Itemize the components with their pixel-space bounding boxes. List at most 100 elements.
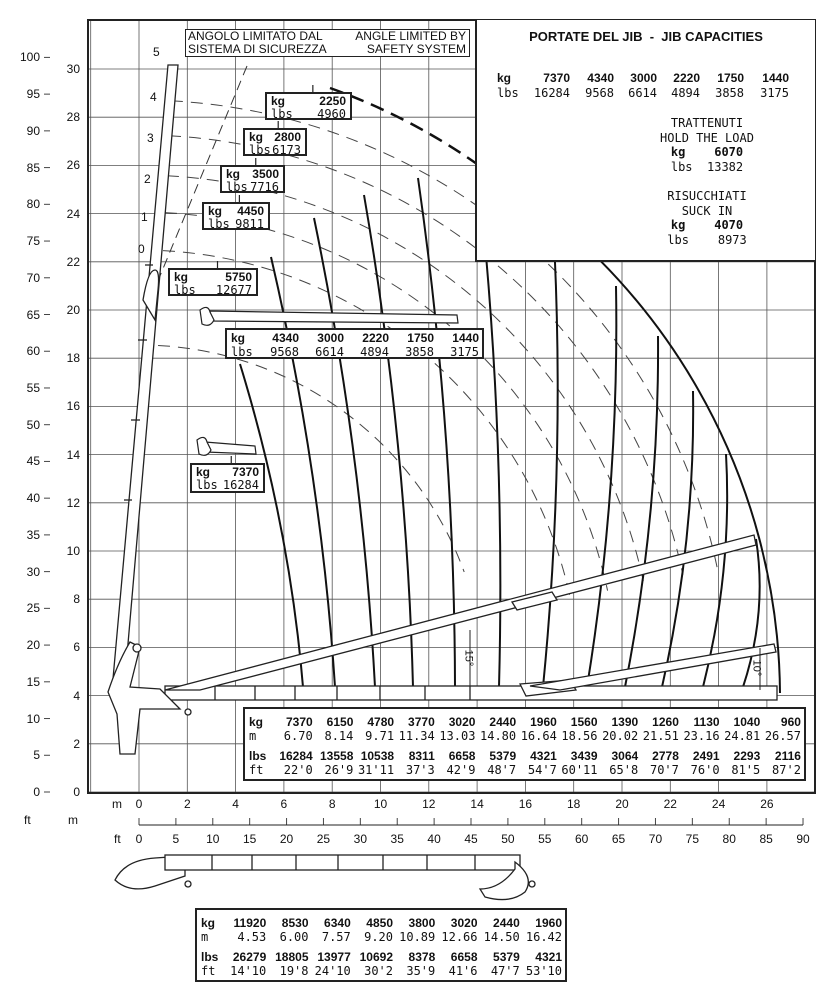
main_table-cell-kg: 1260: [652, 715, 679, 729]
jib-position-lbs: 3858: [405, 345, 434, 359]
y-m-tick-label: 30: [66, 62, 80, 76]
y-m-tick-label: 12: [66, 495, 80, 510]
suck-line2: SUCK IN: [681, 203, 733, 218]
hold-kg: 6070: [714, 145, 744, 159]
y-ft-tick-label: 40: [26, 491, 40, 506]
y-m-tick-label: 20: [66, 303, 80, 317]
jib-kg-value: 1440: [762, 71, 789, 85]
main_table-cell-kg: 1560: [570, 715, 598, 729]
y-ft-tick-label: 15: [26, 674, 40, 689]
main_table-cell-lbs: 5379: [489, 749, 517, 763]
bottom_table-cell-lbs: 26279: [232, 950, 267, 964]
y-m-tick-label: 2: [73, 736, 80, 751]
m-label: m: [249, 729, 257, 743]
ft-label: ft: [201, 964, 216, 978]
main_table-row-kg: kg 7370 6150 4780 3770 3020 2440 1960 1560 1390 12…: [245, 715, 804, 729]
load-box-kg-row: kg 2800: [249, 131, 301, 144]
y-ft-tick-label: 35: [26, 527, 40, 542]
suck-kg: 4070: [714, 218, 744, 232]
jib-lbs-value: 4894: [671, 86, 700, 100]
main_table-cell-m: 11.34: [398, 729, 435, 743]
x-m-tick-label: 6: [280, 797, 288, 811]
extension-label: 1: [141, 210, 148, 224]
jib-icon-row: [199, 306, 459, 326]
load-kg-value: 3500: [252, 167, 279, 181]
main_table-cell-ft: 65'8: [609, 763, 639, 777]
capacity-curve: [313, 217, 376, 688]
main_table-cell-lbs: 2116: [774, 749, 801, 763]
jib-positions-box: kg 4340 3000 2220 1750 1440 lbs 9568 6614 4894 38…: [225, 328, 484, 359]
kg-label: kg: [271, 94, 286, 108]
bottom_table-cell-ft: 30'2: [364, 964, 393, 978]
jib-position-kg: 1750: [407, 331, 434, 345]
main_table-cell-lbs: 10538: [360, 749, 395, 763]
jib-position-kg: 2220: [362, 331, 389, 345]
angle-10-label: 10°: [750, 659, 763, 677]
kg-label: kg: [249, 130, 264, 144]
note-en-line1: ANGLE LIMITED BY: [355, 29, 466, 43]
safety-angle-line: [149, 65, 248, 301]
x-m-tick-label: 20: [615, 797, 629, 811]
capacity-curve: [363, 194, 414, 688]
bottom_table-cell-m: 6.00: [279, 930, 309, 944]
y-ft-tick-label: 10: [26, 711, 40, 726]
bottom_table-cell-kg: 3020: [450, 916, 478, 930]
main_table-cell-kg: 6150: [326, 715, 354, 729]
x-ft-tick-label: 55: [538, 832, 552, 846]
bottom_table-cell-lbs: 6658: [450, 950, 478, 964]
bottom_table-cell-ft: 47'7: [490, 964, 520, 978]
x-ft-tick-label: 5: [172, 832, 180, 846]
main_table-cell-lbs: 3064: [611, 749, 639, 763]
suck-lbs: 8973: [717, 232, 747, 247]
y-ft-tick-label: 55: [26, 380, 40, 395]
kg-label: kg: [174, 270, 189, 284]
hold-load-block: TRATTENUTI HOLD THE LOAD kg 6070 lbs 133…: [617, 116, 797, 174]
bottom_table-cell-ft: 19'8: [279, 964, 309, 978]
load-lbs-value: 16284: [222, 478, 259, 492]
m-label: m: [201, 930, 209, 944]
extension-label: 0: [138, 242, 145, 256]
lbs-label: lbs: [196, 478, 218, 492]
left-ft-unit: ft: [24, 813, 31, 827]
main_table-cell-lbs: 2778: [652, 749, 679, 763]
load-box-kg-row: kg 4450: [208, 205, 264, 218]
y-ft-tick-label: 95: [26, 87, 40, 102]
jib-kg-value: 3000: [630, 71, 657, 85]
y-m-tick-label: 28: [66, 110, 80, 125]
jib-capacities-panel: PORTATE DEL JIB - JIB CAPACITIES kg lbs …: [475, 20, 815, 262]
jib-lbs-value: 6614: [628, 86, 657, 100]
boom-15-degrees: [164, 534, 757, 691]
x-m-tick-label: 2: [183, 797, 191, 811]
x-ft-tick-label: 10: [206, 832, 220, 846]
load-box-lbs-row: lbs 16284: [196, 479, 259, 492]
extension-arc: [163, 250, 571, 599]
x-m-tick-label: 0: [135, 797, 143, 811]
load-lbs-value: 9811: [235, 217, 264, 231]
lbs-label: lbs: [271, 107, 293, 121]
jib-lbs-value: 16284: [533, 86, 570, 100]
y-ft-tick-label: 65: [26, 307, 40, 322]
y-ft-tick-label: 50: [26, 417, 40, 432]
main_table-cell-lbs: 2293: [733, 749, 761, 763]
bottom_table-cell-ft: 53'10: [525, 964, 562, 978]
x-ft-tick-label: 20: [279, 832, 294, 846]
y-ft-tick-label: 20: [26, 638, 40, 653]
extension-arc: [158, 344, 465, 573]
hold-kg-label: kg: [670, 145, 686, 159]
bottom_table-cell-m: 4.53: [237, 930, 267, 944]
bottom_table-cell-m: 9.20: [364, 930, 393, 944]
main_table-cell-ft: 31'11: [357, 763, 395, 777]
kg-label: kg: [231, 331, 246, 345]
x-ft-tick-label: 85: [759, 832, 773, 846]
y-m-tick-label: 6: [73, 640, 80, 655]
extension-label: 5: [153, 45, 160, 59]
load-box-kg-row: kg 2250: [271, 95, 346, 108]
bottom_table-cell-lbs: 4321: [535, 950, 562, 964]
bottom_table-cell-lbs: 10692: [359, 950, 393, 964]
main-capacity-table: kg 7370 6150 4780 3770 3020 2440 1960 1560 1390 12…: [243, 707, 806, 781]
bottom_table-cell-m: 14.50: [483, 930, 520, 944]
main_table-cell-ft: 54'7: [527, 763, 557, 777]
jib-position-kg: 1440: [452, 331, 479, 345]
bottom_table-cell-kg: 2440: [493, 916, 520, 930]
capacity-curve: [586, 285, 618, 688]
